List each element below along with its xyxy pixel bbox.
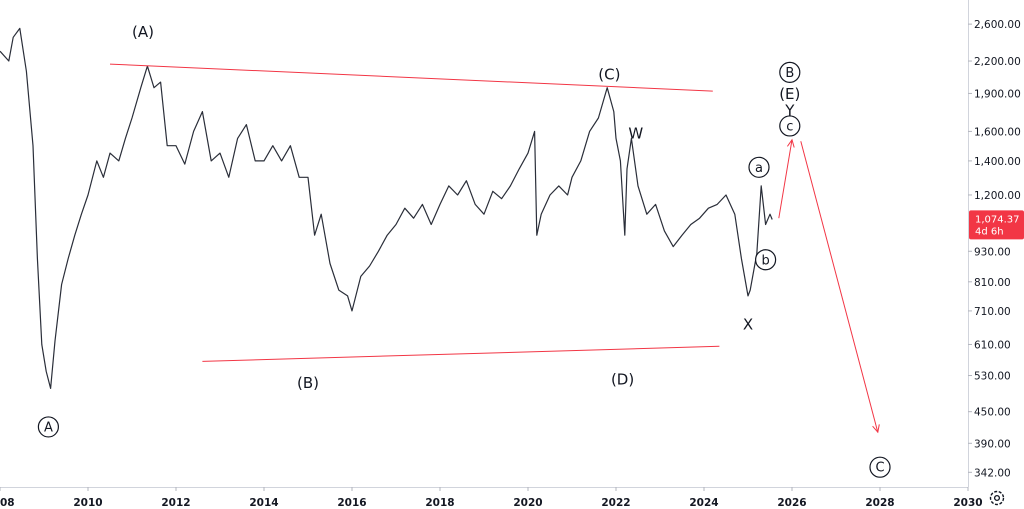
arrowhead	[872, 424, 880, 434]
y-tick-label: 2,200.00	[974, 56, 1021, 68]
y-tick-label: 1,200.00	[974, 190, 1021, 202]
wave-label: B	[785, 66, 794, 81]
wave-label: b	[761, 253, 769, 268]
y-tick-label: 1,600.00	[974, 126, 1021, 138]
x-tick-label: 2018	[425, 497, 454, 509]
wave-label: c	[786, 119, 793, 134]
x-tick-label: 2030	[953, 497, 982, 509]
y-tick-label: 2,600.00	[974, 19, 1021, 31]
y-tick-label: 450.00	[974, 407, 1011, 419]
y-tick-label: 610.00	[974, 339, 1011, 351]
wave-label: (B)	[297, 374, 319, 392]
last-price-value: 1,074.37	[975, 214, 1020, 225]
gear-icon-hub	[993, 494, 1001, 502]
wave-label: W	[628, 124, 643, 142]
gear-icon[interactable]	[989, 490, 1005, 506]
x-tick-label: 2024	[689, 497, 718, 509]
x-tick-label: 2026	[777, 497, 806, 509]
wave-label-circle	[779, 61, 801, 83]
wave-label: (E)	[779, 85, 800, 103]
wave-label: (A)	[132, 23, 154, 41]
gear-icon-teeth	[989, 490, 1005, 506]
price-series-line	[0, 27, 773, 389]
wave-label: (C)	[598, 65, 620, 83]
last-price-countdown: 4d 6h	[975, 226, 1004, 237]
x-tick-label: 2008	[0, 497, 15, 509]
wave-label-circle	[869, 456, 891, 478]
projection-line	[778, 139, 793, 219]
wave-label-circle	[779, 115, 801, 137]
wave-label: a	[755, 161, 763, 176]
wave-label: (D)	[611, 371, 634, 389]
y-tick-label: 342.00	[974, 467, 1011, 479]
x-tick-label: 2010	[73, 497, 102, 509]
last-price-badge	[969, 210, 1024, 240]
arrowhead	[786, 138, 795, 148]
wave-label: Y	[784, 101, 795, 119]
x-tick-label: 2028	[865, 497, 894, 509]
y-tick-label: 1,900.00	[974, 88, 1021, 100]
projection-line	[800, 141, 879, 433]
y-tick-label: 810.00	[974, 277, 1011, 289]
x-tick-label: 2022	[601, 497, 630, 509]
y-tick-label: 390.00	[974, 438, 1011, 450]
x-tick-label: 2016	[337, 497, 366, 509]
y-tick-label: 1,400.00	[974, 156, 1021, 168]
x-tick-label: 2014	[249, 497, 278, 509]
wave-label-circle	[748, 156, 770, 178]
y-tick-label: 930.00	[974, 246, 1011, 258]
projection-line	[202, 345, 720, 362]
wave-label: C	[875, 461, 884, 476]
wave-label-circle	[37, 416, 60, 438]
x-tick-label: 2012	[161, 497, 190, 509]
wave-label: X	[743, 315, 753, 333]
projection-line	[109, 63, 713, 92]
wave-label: A	[44, 420, 53, 435]
y-tick-label: 710.00	[974, 306, 1011, 318]
y-tick-label: 530.00	[974, 371, 1011, 383]
x-tick-label: 2020	[513, 497, 542, 509]
wave-label-circle	[754, 249, 777, 271]
